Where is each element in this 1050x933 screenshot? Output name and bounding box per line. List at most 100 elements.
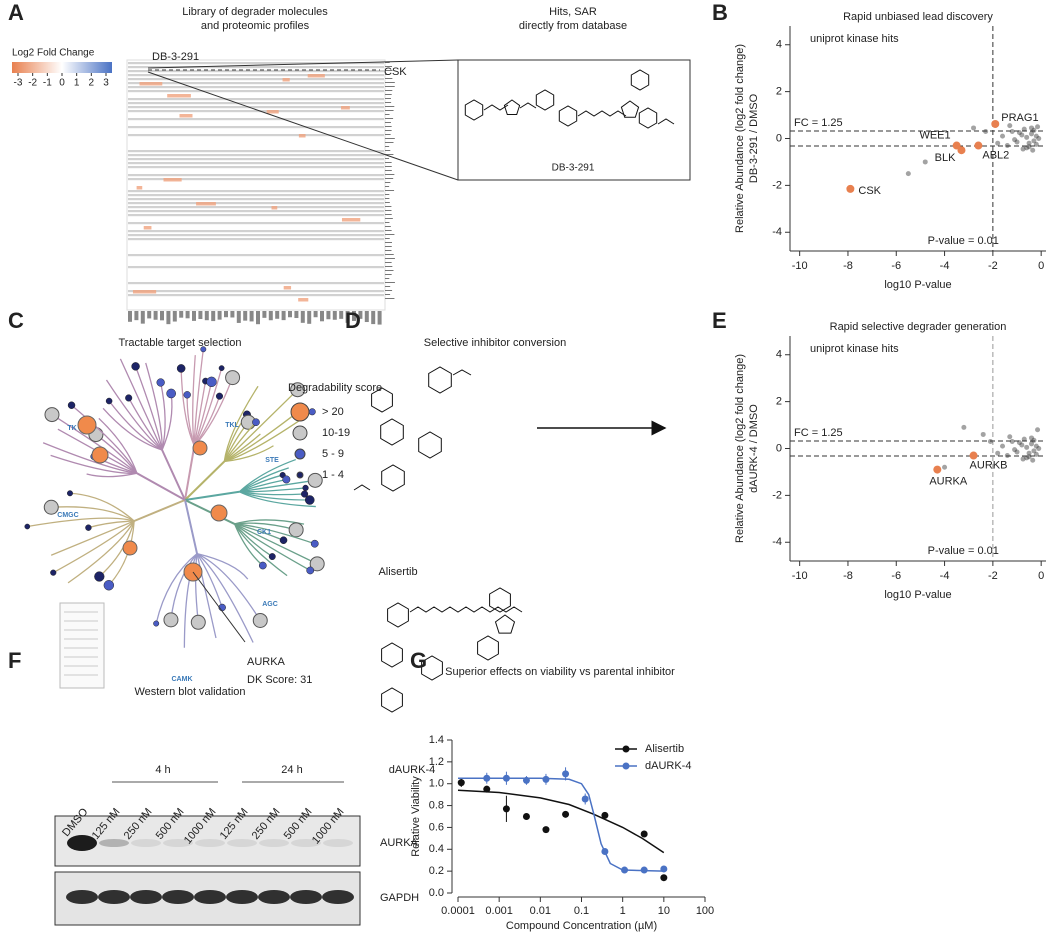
ring	[380, 418, 404, 446]
heatmap-row	[128, 106, 384, 109]
col-tick	[281, 311, 286, 321]
bond-chain	[483, 104, 509, 111]
y-tick-label: 1.0	[429, 778, 444, 790]
heatmap-row	[128, 86, 384, 89]
heatmap-row	[128, 102, 384, 105]
tree-twig	[239, 491, 316, 508]
kinase-dot	[67, 401, 76, 409]
tree-branch	[133, 499, 186, 522]
col-tick	[364, 311, 369, 323]
point	[1020, 456, 1026, 462]
row-tick	[385, 118, 394, 119]
heatmap-row	[128, 66, 384, 69]
heatmap-cell	[179, 114, 193, 118]
col-tick	[358, 311, 363, 319]
point	[640, 866, 648, 874]
point-label: AURKB	[970, 459, 1008, 471]
point-label: BLK	[935, 152, 956, 164]
panel-title: Hits, SAR	[549, 6, 597, 18]
band	[194, 890, 226, 904]
point	[1033, 133, 1039, 139]
point	[1035, 427, 1041, 433]
col-tick	[134, 311, 139, 321]
y-tick-label: -2	[772, 489, 782, 501]
tree-twig	[233, 523, 288, 577]
row-tick	[385, 286, 391, 287]
y-tick-label: 1.2	[429, 756, 444, 768]
heatmap-row	[128, 158, 384, 161]
heatmap-row	[128, 210, 384, 213]
point	[1033, 141, 1039, 147]
tree-branch	[136, 472, 186, 501]
timepoint-label: 4 h	[155, 764, 170, 776]
row-tick	[385, 98, 391, 99]
tree-twig	[223, 389, 299, 462]
kinase-dot	[301, 490, 309, 498]
band	[131, 839, 161, 847]
tree-twig	[193, 367, 223, 447]
point	[562, 770, 570, 778]
point	[1024, 455, 1030, 461]
tree-twig	[224, 445, 274, 463]
ring	[620, 100, 640, 118]
blot-label: GAPDH	[380, 892, 419, 904]
row-tick	[385, 102, 392, 103]
x-tick-label: -6	[891, 260, 901, 272]
y-tick-label: 0.6	[429, 821, 444, 833]
x-tick-label: 0.001	[485, 905, 513, 917]
chart-title: Rapid selective degrader generation	[830, 321, 1007, 333]
point	[969, 451, 978, 460]
heatmap-row	[128, 234, 384, 237]
point	[1009, 438, 1015, 444]
heatmap-row	[128, 70, 384, 73]
point	[1024, 145, 1030, 151]
legend-label: 1 - 4	[322, 469, 344, 481]
row-tick	[385, 106, 395, 107]
heatmap-cell	[341, 106, 350, 110]
tree-twig	[234, 523, 311, 572]
point	[621, 866, 629, 874]
tree-twig	[134, 366, 163, 451]
point	[1031, 437, 1037, 443]
col-tick	[172, 311, 177, 322]
point	[522, 813, 530, 820]
tree-twig	[223, 421, 257, 462]
row-tick	[385, 258, 395, 259]
point	[991, 119, 1000, 128]
band	[163, 839, 193, 847]
tree-twig	[193, 380, 207, 446]
y-tick-label: 0.8	[429, 799, 444, 811]
tree-twig	[108, 400, 163, 451]
row-tick	[385, 294, 391, 295]
col-tick	[352, 311, 356, 321]
col-tick	[332, 311, 337, 320]
band	[162, 890, 194, 904]
point	[1026, 144, 1032, 150]
heatmap-row	[128, 98, 384, 101]
row-tick	[385, 226, 391, 227]
ring	[503, 99, 521, 115]
tree-twig	[234, 523, 318, 565]
tree-twig	[196, 553, 254, 643]
x-tick-label: -8	[843, 260, 853, 272]
heatmap-cell	[283, 286, 292, 290]
kinase-dot	[192, 440, 208, 456]
panel-letter: F	[8, 648, 21, 673]
point	[1035, 124, 1041, 130]
row-tick	[385, 246, 392, 247]
y-tick-label: 4	[776, 349, 782, 361]
row-tick	[385, 78, 393, 79]
bond-chain	[519, 102, 537, 109]
heatmap-row	[128, 154, 384, 157]
tree-twig	[234, 523, 273, 558]
kinase-dot	[215, 392, 224, 400]
band	[130, 890, 162, 904]
row-tick	[385, 130, 392, 131]
y-axis-label: DB-3-291 / DMSO	[748, 93, 760, 183]
family-label: CAMK	[172, 676, 193, 683]
family-label: AGC	[262, 601, 278, 608]
heatmap-cell	[341, 218, 361, 222]
heatmap-row	[128, 110, 384, 113]
ring	[558, 105, 578, 127]
point	[922, 159, 928, 165]
